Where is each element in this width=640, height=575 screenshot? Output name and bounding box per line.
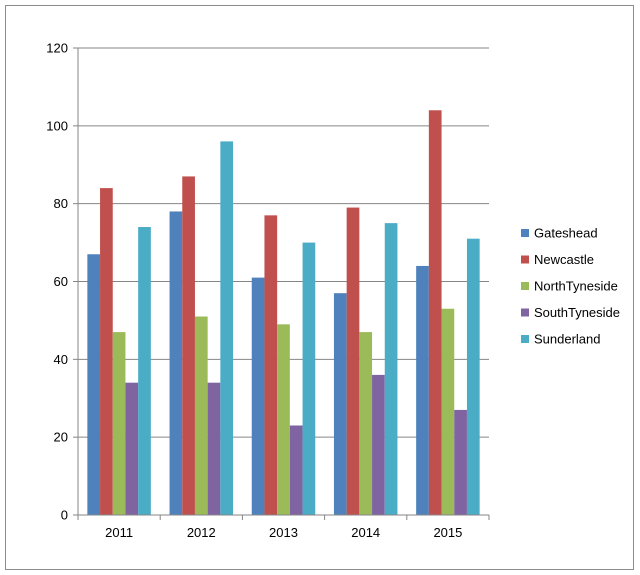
bar-sunderland-2011	[138, 227, 151, 515]
bar-southtyneside-2014	[372, 374, 385, 515]
legend-swatch-northtyneside	[521, 282, 529, 290]
legend: Gateshead Newcastle NorthTyneside SouthTyne…	[521, 226, 620, 347]
legend-label-newcastle: Newcastle	[534, 252, 594, 267]
axes	[73, 47, 490, 520]
legend-label-southtyneside: SouthTyneside	[534, 305, 620, 320]
bar-northtyneside-2011	[112, 332, 126, 515]
x-tick-label: 2012	[187, 525, 216, 540]
bar-gateshead-2015	[416, 265, 429, 515]
bar-southtyneside-2013	[289, 425, 303, 515]
bar-southtyneside-2012	[207, 382, 221, 515]
x-tick-label: 2015	[433, 525, 462, 540]
y-tick-label: 0	[61, 508, 68, 523]
x-tick-labels: 2011 2012 2013 2014 2015	[105, 525, 462, 540]
bar-sunderland-2012	[220, 141, 234, 515]
y-tick-label: 40	[54, 352, 68, 367]
bar-gateshead-2012	[169, 211, 183, 515]
x-tick-label: 2014	[351, 525, 380, 540]
y-tick-label: 20	[54, 430, 68, 445]
legend-swatch-southtyneside	[521, 308, 529, 317]
bar-newcastle-2015	[428, 110, 442, 516]
legend-label-gateshead: Gateshead	[534, 226, 598, 241]
bars	[87, 110, 480, 516]
bar-gateshead-2014	[333, 293, 347, 515]
y-tick-label: 120	[46, 41, 68, 56]
bar-northtyneside-2015	[441, 308, 455, 515]
legend-swatch-sunderland	[521, 335, 529, 343]
y-tick-labels: 0 20 40 60 80 100 120	[46, 41, 68, 523]
bar-gateshead-2013	[251, 277, 265, 515]
bar-gateshead-2011	[87, 254, 101, 515]
legend-label-northtyneside: NorthTyneside	[534, 279, 618, 294]
legend-swatch-newcastle	[521, 255, 529, 264]
bar-newcastle-2012	[182, 176, 195, 516]
y-tick-label: 60	[54, 274, 68, 289]
bar-newcastle-2011	[100, 188, 113, 515]
bar-northtyneside-2013	[277, 324, 290, 515]
bar-northtyneside-2012	[194, 316, 208, 515]
bar-newcastle-2013	[264, 215, 278, 515]
bar-sunderland-2014	[384, 223, 398, 515]
bar-sunderland-2015	[466, 238, 480, 516]
x-tick-label: 2011	[105, 525, 133, 540]
bar-sunderland-2013	[302, 242, 316, 516]
bar-southtyneside-2015	[454, 409, 467, 515]
bar-newcastle-2014	[346, 207, 360, 515]
y-tick-label: 80	[54, 196, 68, 211]
bar-northtyneside-2014	[359, 332, 373, 515]
legend-swatch-gateshead	[521, 229, 529, 237]
x-tick-label: 2013	[269, 525, 298, 540]
bar-southtyneside-2011	[125, 382, 139, 515]
legend-label-sunderland: Sunderland	[534, 332, 601, 347]
y-tick-label: 100	[46, 118, 68, 133]
